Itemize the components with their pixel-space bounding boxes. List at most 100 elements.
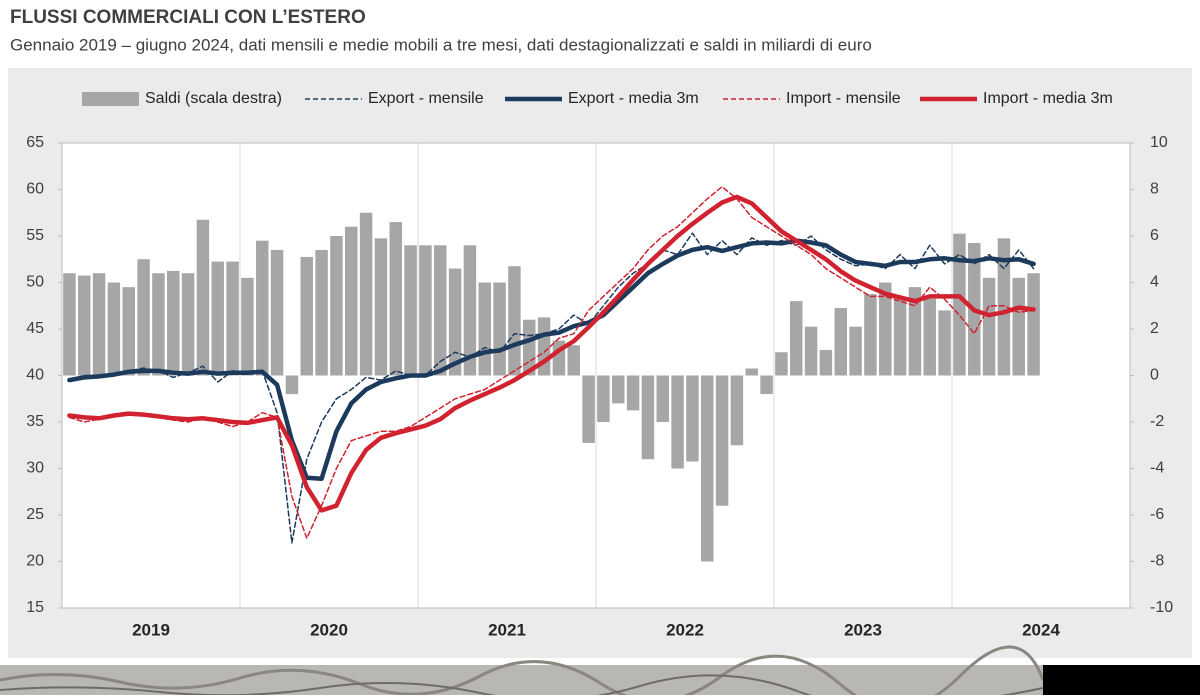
y2-tick-label: -6: [1150, 506, 1164, 523]
legend-label: Export - mensile: [368, 90, 484, 107]
y-tick-label: 55: [26, 227, 44, 244]
bar: [107, 282, 121, 376]
y2-tick-label: -10: [1150, 599, 1173, 616]
bar: [760, 375, 773, 395]
y-tick-label: 50: [26, 274, 44, 291]
y2-tick-label: 2: [1150, 320, 1159, 337]
y-tick-label: 35: [26, 413, 44, 430]
line-solid: [67, 238, 1036, 481]
bar: [419, 245, 432, 376]
y-tick-label: 40: [26, 367, 44, 384]
bar: [241, 277, 254, 376]
bar: [196, 219, 210, 376]
x-tick-label: 2021: [488, 620, 526, 639]
bar: [78, 275, 91, 376]
bar: [478, 282, 491, 376]
x-tick-label: 2024: [1022, 620, 1060, 639]
x-tick-label: 2023: [844, 620, 882, 639]
line-dashed: [68, 185, 1035, 540]
bar: [523, 319, 536, 376]
bar: [671, 375, 684, 469]
bar: [122, 287, 135, 376]
bar: [345, 226, 358, 376]
bar: [849, 326, 862, 376]
bar: [211, 261, 224, 376]
legend-label: Export - media 3m: [568, 90, 699, 107]
bar: [982, 277, 996, 376]
y2-tick-label: 4: [1150, 274, 1159, 291]
bar: [463, 245, 477, 376]
bar: [923, 298, 936, 376]
bar: [893, 298, 907, 376]
bar: [404, 245, 417, 376]
bar: [701, 375, 714, 562]
bar: [626, 375, 640, 411]
bar: [1012, 277, 1025, 376]
y2-tick-label: 10: [1150, 134, 1168, 151]
y-tick-label: 20: [26, 553, 44, 570]
bar: [864, 294, 877, 376]
bar: [63, 273, 76, 376]
bar: [1027, 273, 1040, 376]
bar: [181, 273, 195, 376]
plot-border: [61, 142, 1131, 609]
bar: [715, 375, 729, 506]
bar: [137, 259, 150, 376]
bar: [167, 270, 180, 376]
bar: [389, 222, 402, 376]
x-tick-label: 2020: [310, 620, 348, 639]
bar: [790, 301, 803, 376]
bar: [285, 375, 299, 395]
y-tick-label: 60: [26, 181, 44, 198]
photo-strip: [0, 645, 1200, 700]
bar: [908, 287, 922, 376]
y-tick-label: 15: [26, 599, 44, 616]
bar: [330, 236, 343, 376]
bar: [567, 345, 580, 376]
bar: [152, 273, 165, 376]
y2-tick-label: 8: [1150, 181, 1159, 198]
bar: [493, 282, 506, 376]
line-solid: [67, 194, 1036, 513]
bar: [374, 238, 388, 376]
y2-tick-label: 0: [1150, 367, 1159, 384]
bar: [508, 266, 521, 376]
x-tick-label: 2019: [132, 620, 170, 639]
y2-tick-label: -8: [1150, 553, 1164, 570]
bar: [953, 233, 966, 376]
chart-title: FLUSSI COMMERCIALI CON L’ESTERO: [10, 7, 366, 28]
legend-label: Import - mensile: [786, 90, 901, 107]
legend-label: Import - media 3m: [983, 90, 1113, 107]
bar: [226, 261, 239, 376]
bar: [775, 352, 788, 376]
y2-tick-label: 6: [1150, 227, 1159, 244]
bar: [819, 349, 833, 376]
bar: [256, 240, 269, 376]
bar: [686, 375, 699, 462]
y2-tick-label: -2: [1150, 413, 1164, 430]
bar: [434, 245, 447, 376]
bar: [359, 212, 373, 376]
y-tick-label: 65: [26, 134, 44, 151]
y2-tick-label: -4: [1150, 460, 1164, 477]
bar: [834, 308, 847, 376]
bar: [997, 238, 1011, 376]
bar: [612, 375, 625, 404]
bar: [582, 375, 595, 443]
bar: [656, 375, 669, 422]
bar: [938, 310, 951, 376]
legend-label: Saldi (scala destra): [145, 90, 282, 107]
bar: [92, 273, 106, 376]
legend-swatch: [82, 92, 139, 106]
chart-subtitle: Gennaio 2019 – giugno 2024, dati mensili…: [10, 35, 872, 54]
bar: [641, 375, 655, 460]
bar: [879, 282, 892, 376]
bar: [597, 375, 610, 422]
y-tick-label: 30: [26, 460, 44, 477]
bar: [448, 268, 462, 376]
bar: [730, 375, 744, 446]
bar: [804, 326, 818, 376]
bar: [745, 368, 758, 376]
y-tick-label: 25: [26, 506, 44, 523]
